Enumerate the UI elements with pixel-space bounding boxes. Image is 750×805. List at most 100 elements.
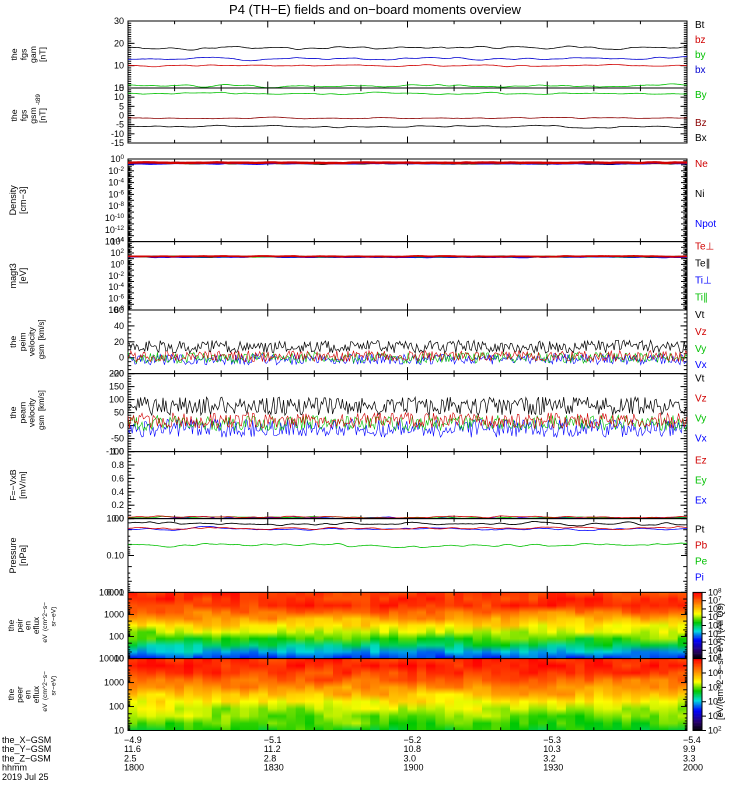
svg-text:1900: 1900 [404, 763, 424, 773]
svg-text:0: 0 [119, 111, 124, 121]
svg-text:velocity: velocity [27, 327, 37, 357]
svg-text:gsm: gsm [37, 415, 46, 430]
svg-text:20: 20 [114, 38, 124, 48]
svg-text:Ez: Ez [695, 456, 707, 467]
svg-text:2000: 2000 [683, 763, 703, 773]
svg-text:Pt: Pt [695, 525, 705, 536]
svg-text:0.8: 0.8 [111, 460, 124, 470]
svg-text:1000: 1000 [104, 609, 124, 619]
svg-text:bz: bz [695, 35, 706, 46]
svg-text:by: by [695, 50, 706, 61]
svg-text:Vt: Vt [695, 374, 705, 385]
svg-text:5: 5 [119, 101, 124, 111]
svg-text:1830: 1830 [264, 763, 284, 773]
svg-text:Npot: Npot [695, 219, 716, 230]
svg-text:100: 100 [109, 395, 124, 405]
svg-text:100: 100 [109, 632, 124, 642]
svg-text:30: 30 [114, 16, 124, 26]
svg-text:Vz: Vz [695, 327, 707, 338]
svg-text:200: 200 [109, 369, 124, 379]
svg-text:(cm^2−s−: (cm^2−s− [42, 602, 49, 631]
svg-text:fgs: fgs [19, 109, 29, 121]
svg-text:Ex: Ex [695, 496, 707, 507]
svg-text:F=−VxB: F=−VxB [8, 469, 18, 501]
svg-text:Te⊥: Te⊥ [695, 242, 714, 253]
svg-text:10: 10 [114, 726, 124, 736]
svg-text:100: 100 [109, 702, 124, 712]
svg-text:[cm−3]: [cm−3] [18, 187, 28, 214]
svg-text:15: 15 [114, 83, 124, 93]
svg-text:Vx: Vx [695, 434, 707, 445]
svg-text:Ti⊥: Ti⊥ [695, 276, 712, 287]
svg-text:-15: -15 [111, 138, 124, 148]
svg-text:[nT]: [nT] [38, 108, 48, 123]
svg-text:1.00: 1.00 [106, 514, 124, 524]
svg-text:10000: 10000 [99, 587, 124, 597]
svg-text:0.4: 0.4 [111, 487, 124, 497]
svg-text:[km/s]: [km/s] [37, 319, 46, 340]
svg-text:40: 40 [114, 321, 124, 331]
svg-text:0: 0 [119, 353, 124, 363]
svg-text:10: 10 [114, 92, 124, 102]
svg-text:eflux: eflux [32, 617, 41, 634]
svg-text:Ne: Ne [695, 159, 708, 170]
svg-text:Pi: Pi [695, 573, 704, 584]
svg-text:Vz: Vz [695, 394, 707, 405]
svg-text:1930: 1930 [543, 763, 563, 773]
svg-text:Vx: Vx [695, 360, 707, 371]
svg-text:0.6: 0.6 [111, 473, 124, 483]
svg-text:[mV/m]: [mV/m] [18, 471, 28, 499]
svg-text:Bx: Bx [695, 133, 707, 144]
svg-text:gsm: gsm [28, 107, 38, 123]
svg-text:eV: eV [42, 703, 49, 712]
svg-text:20: 20 [114, 337, 124, 347]
svg-text:(cm^2−s−: (cm^2−s− [42, 671, 49, 700]
svg-text:P4 (TH−E) fields and on−board: P4 (TH−E) fields and on−board moments ov… [229, 2, 522, 17]
svg-text:velocity: velocity [27, 397, 37, 427]
svg-text:10000: 10000 [99, 654, 124, 664]
svg-text:0.2: 0.2 [111, 500, 124, 510]
svg-text:By: By [695, 90, 707, 101]
svg-text:Bz: Bz [695, 118, 707, 129]
svg-text:the: the [9, 109, 19, 121]
svg-text:Ey: Ey [695, 476, 707, 487]
svg-text:1.0: 1.0 [111, 447, 124, 457]
svg-text:Pb: Pb [695, 541, 708, 552]
svg-text:[nPa]: [nPa] [18, 545, 28, 566]
svg-text:sr−eV): sr−eV) [51, 676, 58, 696]
svg-text:sr−eV): sr−eV) [51, 607, 58, 627]
svg-text:Density: Density [8, 185, 18, 216]
svg-text:[eV]: [eV] [18, 268, 28, 284]
svg-text:0: 0 [119, 421, 124, 431]
svg-text:2019 Jul 25: 2019 Jul 25 [2, 772, 49, 782]
svg-text:Pe: Pe [695, 557, 708, 568]
svg-text:magt3: magt3 [8, 263, 18, 288]
svg-text:1800: 1800 [124, 763, 144, 773]
svg-text:eflux: eflux [32, 686, 41, 703]
svg-text:Ti∥: Ti∥ [695, 293, 708, 304]
svg-text:-t89: -t89 [35, 94, 42, 105]
svg-text:-50: -50 [111, 434, 124, 444]
svg-text:Pressure: Pressure [8, 537, 18, 573]
svg-text:Vy: Vy [695, 344, 706, 355]
svg-text:-10: -10 [111, 129, 124, 139]
svg-text:Ni: Ni [695, 189, 704, 200]
svg-text:gam: gam [28, 46, 38, 63]
svg-text:10: 10 [114, 61, 124, 71]
svg-text:50: 50 [114, 408, 124, 418]
svg-text:Vt: Vt [695, 310, 705, 321]
svg-text:eV: eV [42, 634, 49, 643]
svg-text:Te∥: Te∥ [695, 259, 711, 270]
svg-text:bx: bx [695, 65, 706, 76]
svg-text:60: 60 [114, 305, 124, 315]
svg-text:-5: -5 [116, 120, 124, 130]
svg-text:the: the [9, 48, 19, 60]
svg-text:1000: 1000 [104, 678, 124, 688]
svg-text:Vy: Vy [695, 414, 706, 425]
svg-text:0.10: 0.10 [106, 551, 124, 561]
svg-text:Bt: Bt [695, 20, 705, 31]
svg-text:gsm: gsm [37, 344, 46, 359]
svg-text:[nT]: [nT] [38, 47, 48, 62]
svg-text:fgs: fgs [19, 48, 29, 60]
svg-text:150: 150 [109, 382, 124, 392]
